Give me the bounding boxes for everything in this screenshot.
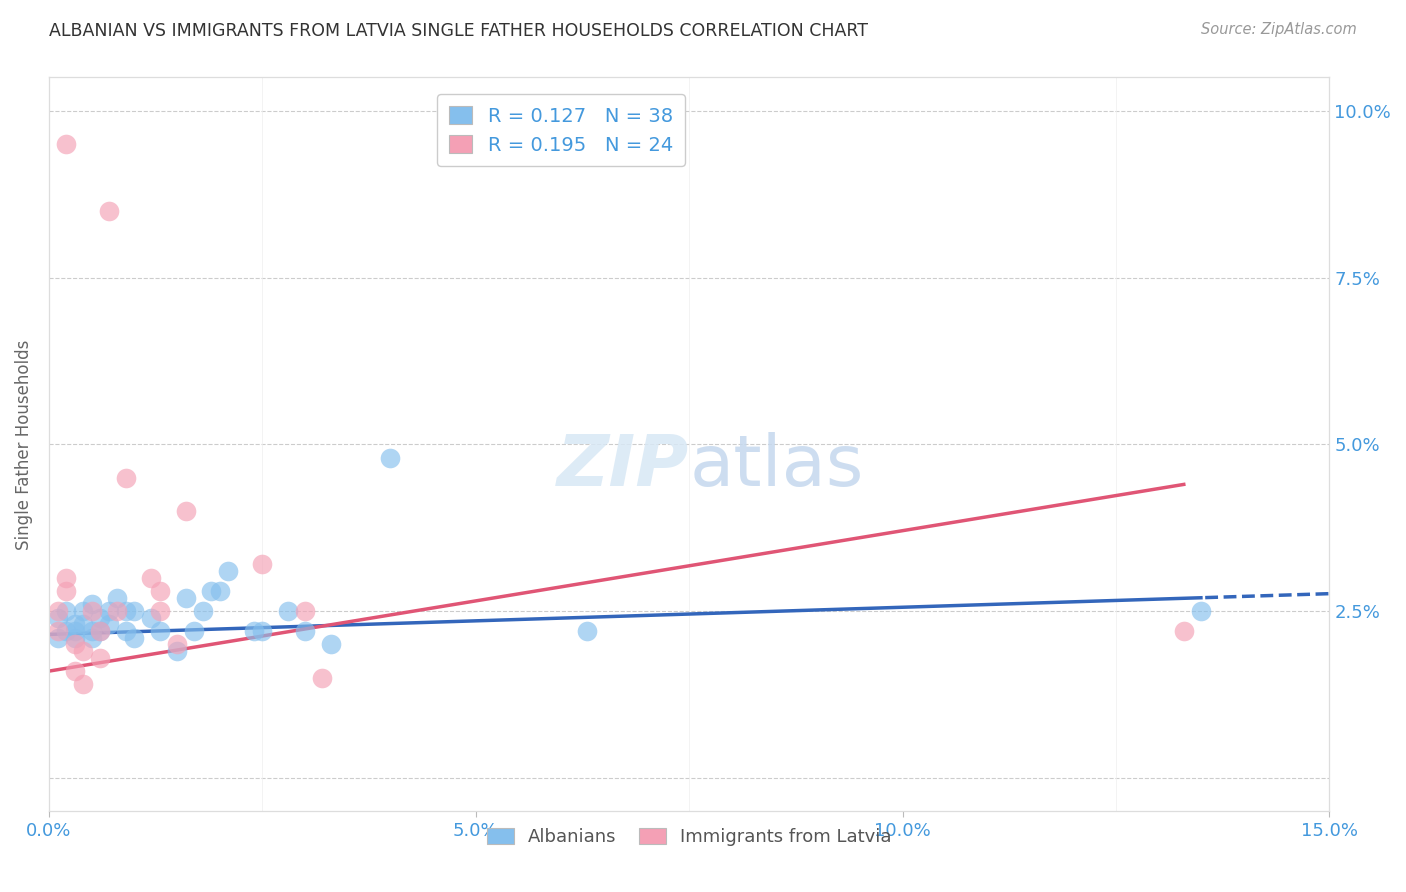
Text: atlas: atlas — [689, 432, 863, 500]
Point — [55, 604, 77, 618]
Point — [217, 564, 239, 578]
Point — [124, 604, 146, 618]
Point — [166, 644, 188, 658]
Point — [277, 604, 299, 618]
Point — [55, 584, 77, 599]
Point — [311, 671, 333, 685]
Point — [63, 637, 86, 651]
Text: ZIP: ZIP — [557, 432, 689, 500]
Point — [80, 598, 103, 612]
Text: Source: ZipAtlas.com: Source: ZipAtlas.com — [1201, 22, 1357, 37]
Point — [252, 558, 274, 572]
Point — [55, 571, 77, 585]
Point — [141, 571, 163, 585]
Point — [149, 624, 172, 638]
Point — [114, 471, 136, 485]
Point — [72, 677, 94, 691]
Point — [294, 624, 316, 638]
Point — [243, 624, 266, 638]
Point — [72, 617, 94, 632]
Point — [114, 624, 136, 638]
Point — [191, 604, 214, 618]
Point — [208, 584, 231, 599]
Point — [105, 591, 128, 605]
Point — [380, 450, 402, 465]
Point — [97, 604, 120, 618]
Point — [114, 604, 136, 618]
Point — [319, 637, 342, 651]
Point — [183, 624, 205, 638]
Point — [141, 611, 163, 625]
Point — [72, 644, 94, 658]
Point — [72, 604, 94, 618]
Point — [200, 584, 222, 599]
Point — [105, 604, 128, 618]
Point — [174, 504, 197, 518]
Point — [1189, 604, 1212, 618]
Point — [294, 604, 316, 618]
Point — [166, 637, 188, 651]
Text: ALBANIAN VS IMMIGRANTS FROM LATVIA SINGLE FATHER HOUSEHOLDS CORRELATION CHART: ALBANIAN VS IMMIGRANTS FROM LATVIA SINGL… — [49, 22, 869, 40]
Point — [80, 631, 103, 645]
Point — [97, 617, 120, 632]
Point — [1173, 624, 1195, 638]
Point — [80, 624, 103, 638]
Point — [63, 617, 86, 632]
Point — [63, 624, 86, 638]
Point — [63, 664, 86, 678]
Point — [80, 604, 103, 618]
Point — [46, 611, 69, 625]
Point — [89, 611, 111, 625]
Point — [174, 591, 197, 605]
Point — [63, 631, 86, 645]
Point — [46, 631, 69, 645]
Point — [575, 624, 598, 638]
Point — [149, 584, 172, 599]
Point — [149, 604, 172, 618]
Point — [252, 624, 274, 638]
Point — [46, 604, 69, 618]
Point — [46, 624, 69, 638]
Point — [89, 624, 111, 638]
Point — [55, 624, 77, 638]
Point — [89, 624, 111, 638]
Point — [124, 631, 146, 645]
Point — [89, 650, 111, 665]
Point — [55, 137, 77, 152]
Legend: Albanians, Immigrants from Latvia: Albanians, Immigrants from Latvia — [479, 821, 898, 854]
Y-axis label: Single Father Households: Single Father Households — [15, 339, 32, 549]
Point — [97, 203, 120, 218]
